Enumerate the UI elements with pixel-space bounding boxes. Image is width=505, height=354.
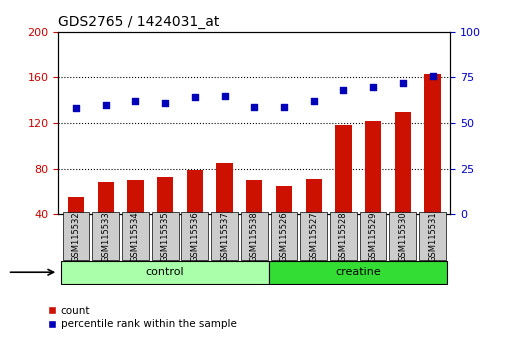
Bar	[305, 179, 321, 260]
Point	[220, 93, 228, 98]
Text: GSM115536: GSM115536	[190, 211, 199, 262]
Text: GSM115537: GSM115537	[220, 211, 229, 262]
Point	[190, 95, 198, 100]
Bar	[216, 163, 232, 260]
Point	[398, 80, 406, 86]
Text: GSM115528: GSM115528	[338, 211, 347, 262]
Bar	[127, 180, 143, 260]
Bar	[245, 180, 262, 260]
Text: GSM115533: GSM115533	[101, 211, 110, 262]
Point	[368, 84, 376, 89]
Text: GSM115538: GSM115538	[249, 211, 258, 262]
Text: GSM115529: GSM115529	[368, 211, 377, 262]
FancyBboxPatch shape	[300, 212, 326, 260]
FancyBboxPatch shape	[61, 261, 269, 284]
FancyBboxPatch shape	[389, 212, 415, 260]
Bar	[334, 125, 351, 260]
Point	[428, 73, 436, 79]
Point	[250, 104, 258, 109]
Text: control: control	[145, 267, 184, 277]
Point	[339, 87, 347, 93]
Text: GSM115534: GSM115534	[131, 211, 140, 262]
FancyBboxPatch shape	[211, 212, 237, 260]
FancyBboxPatch shape	[152, 212, 178, 260]
Text: GSM115531: GSM115531	[427, 211, 436, 262]
Point	[309, 98, 317, 104]
Point	[161, 100, 169, 106]
Point	[72, 105, 80, 111]
FancyBboxPatch shape	[329, 212, 356, 260]
Bar	[364, 121, 380, 260]
Point	[279, 104, 287, 109]
Bar	[186, 170, 203, 260]
FancyBboxPatch shape	[122, 212, 148, 260]
Bar	[97, 182, 114, 260]
Bar	[394, 112, 410, 260]
Point	[131, 98, 139, 104]
Text: GDS2765 / 1424031_at: GDS2765 / 1424031_at	[58, 16, 219, 29]
FancyBboxPatch shape	[63, 212, 89, 260]
FancyBboxPatch shape	[418, 212, 445, 260]
Bar	[68, 197, 84, 260]
Text: GSM115526: GSM115526	[279, 211, 288, 262]
Legend: count, percentile rank within the sample: count, percentile rank within the sample	[48, 306, 236, 329]
FancyBboxPatch shape	[269, 261, 446, 284]
FancyBboxPatch shape	[181, 212, 208, 260]
Bar	[157, 177, 173, 260]
Text: GSM115530: GSM115530	[397, 211, 407, 262]
Point	[102, 102, 110, 108]
Text: GSM115535: GSM115535	[160, 211, 169, 262]
Text: GSM115532: GSM115532	[71, 211, 80, 262]
FancyBboxPatch shape	[92, 212, 119, 260]
Bar	[424, 74, 440, 260]
Text: GSM115527: GSM115527	[309, 211, 318, 262]
FancyBboxPatch shape	[270, 212, 297, 260]
FancyBboxPatch shape	[240, 212, 267, 260]
FancyBboxPatch shape	[359, 212, 386, 260]
Bar	[275, 186, 291, 260]
Text: creatine: creatine	[335, 267, 380, 277]
